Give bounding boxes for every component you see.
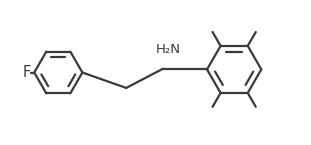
- Text: H₂N: H₂N: [156, 44, 181, 56]
- Text: F: F: [23, 65, 31, 80]
